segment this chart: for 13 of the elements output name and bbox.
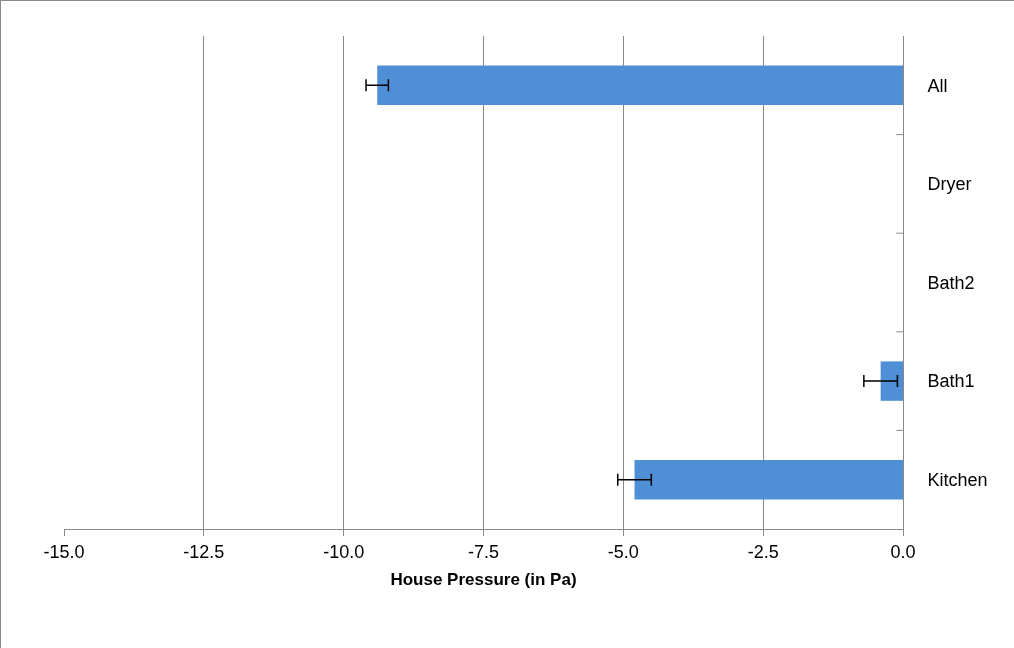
y-tick-label: All — [927, 75, 948, 96]
x-tick-label: -10.0 — [323, 541, 365, 562]
x-axis-title: House Pressure (in Pa) — [390, 570, 577, 589]
y-tick-label: Bath2 — [927, 272, 975, 293]
x-tick-label: -12.5 — [183, 541, 225, 562]
y-tick-label: Bath1 — [927, 371, 975, 392]
x-tick-label: 0.0 — [890, 541, 916, 562]
x-tick-label: -5.0 — [607, 541, 639, 562]
y-tick-label: Kitchen — [927, 470, 988, 490]
y-tick-label: Dryer — [927, 174, 972, 195]
x-tick-label: -15.0 — [43, 541, 85, 562]
x-tick-label: -2.5 — [747, 541, 779, 562]
x-tick-label: -7.5 — [467, 541, 500, 562]
